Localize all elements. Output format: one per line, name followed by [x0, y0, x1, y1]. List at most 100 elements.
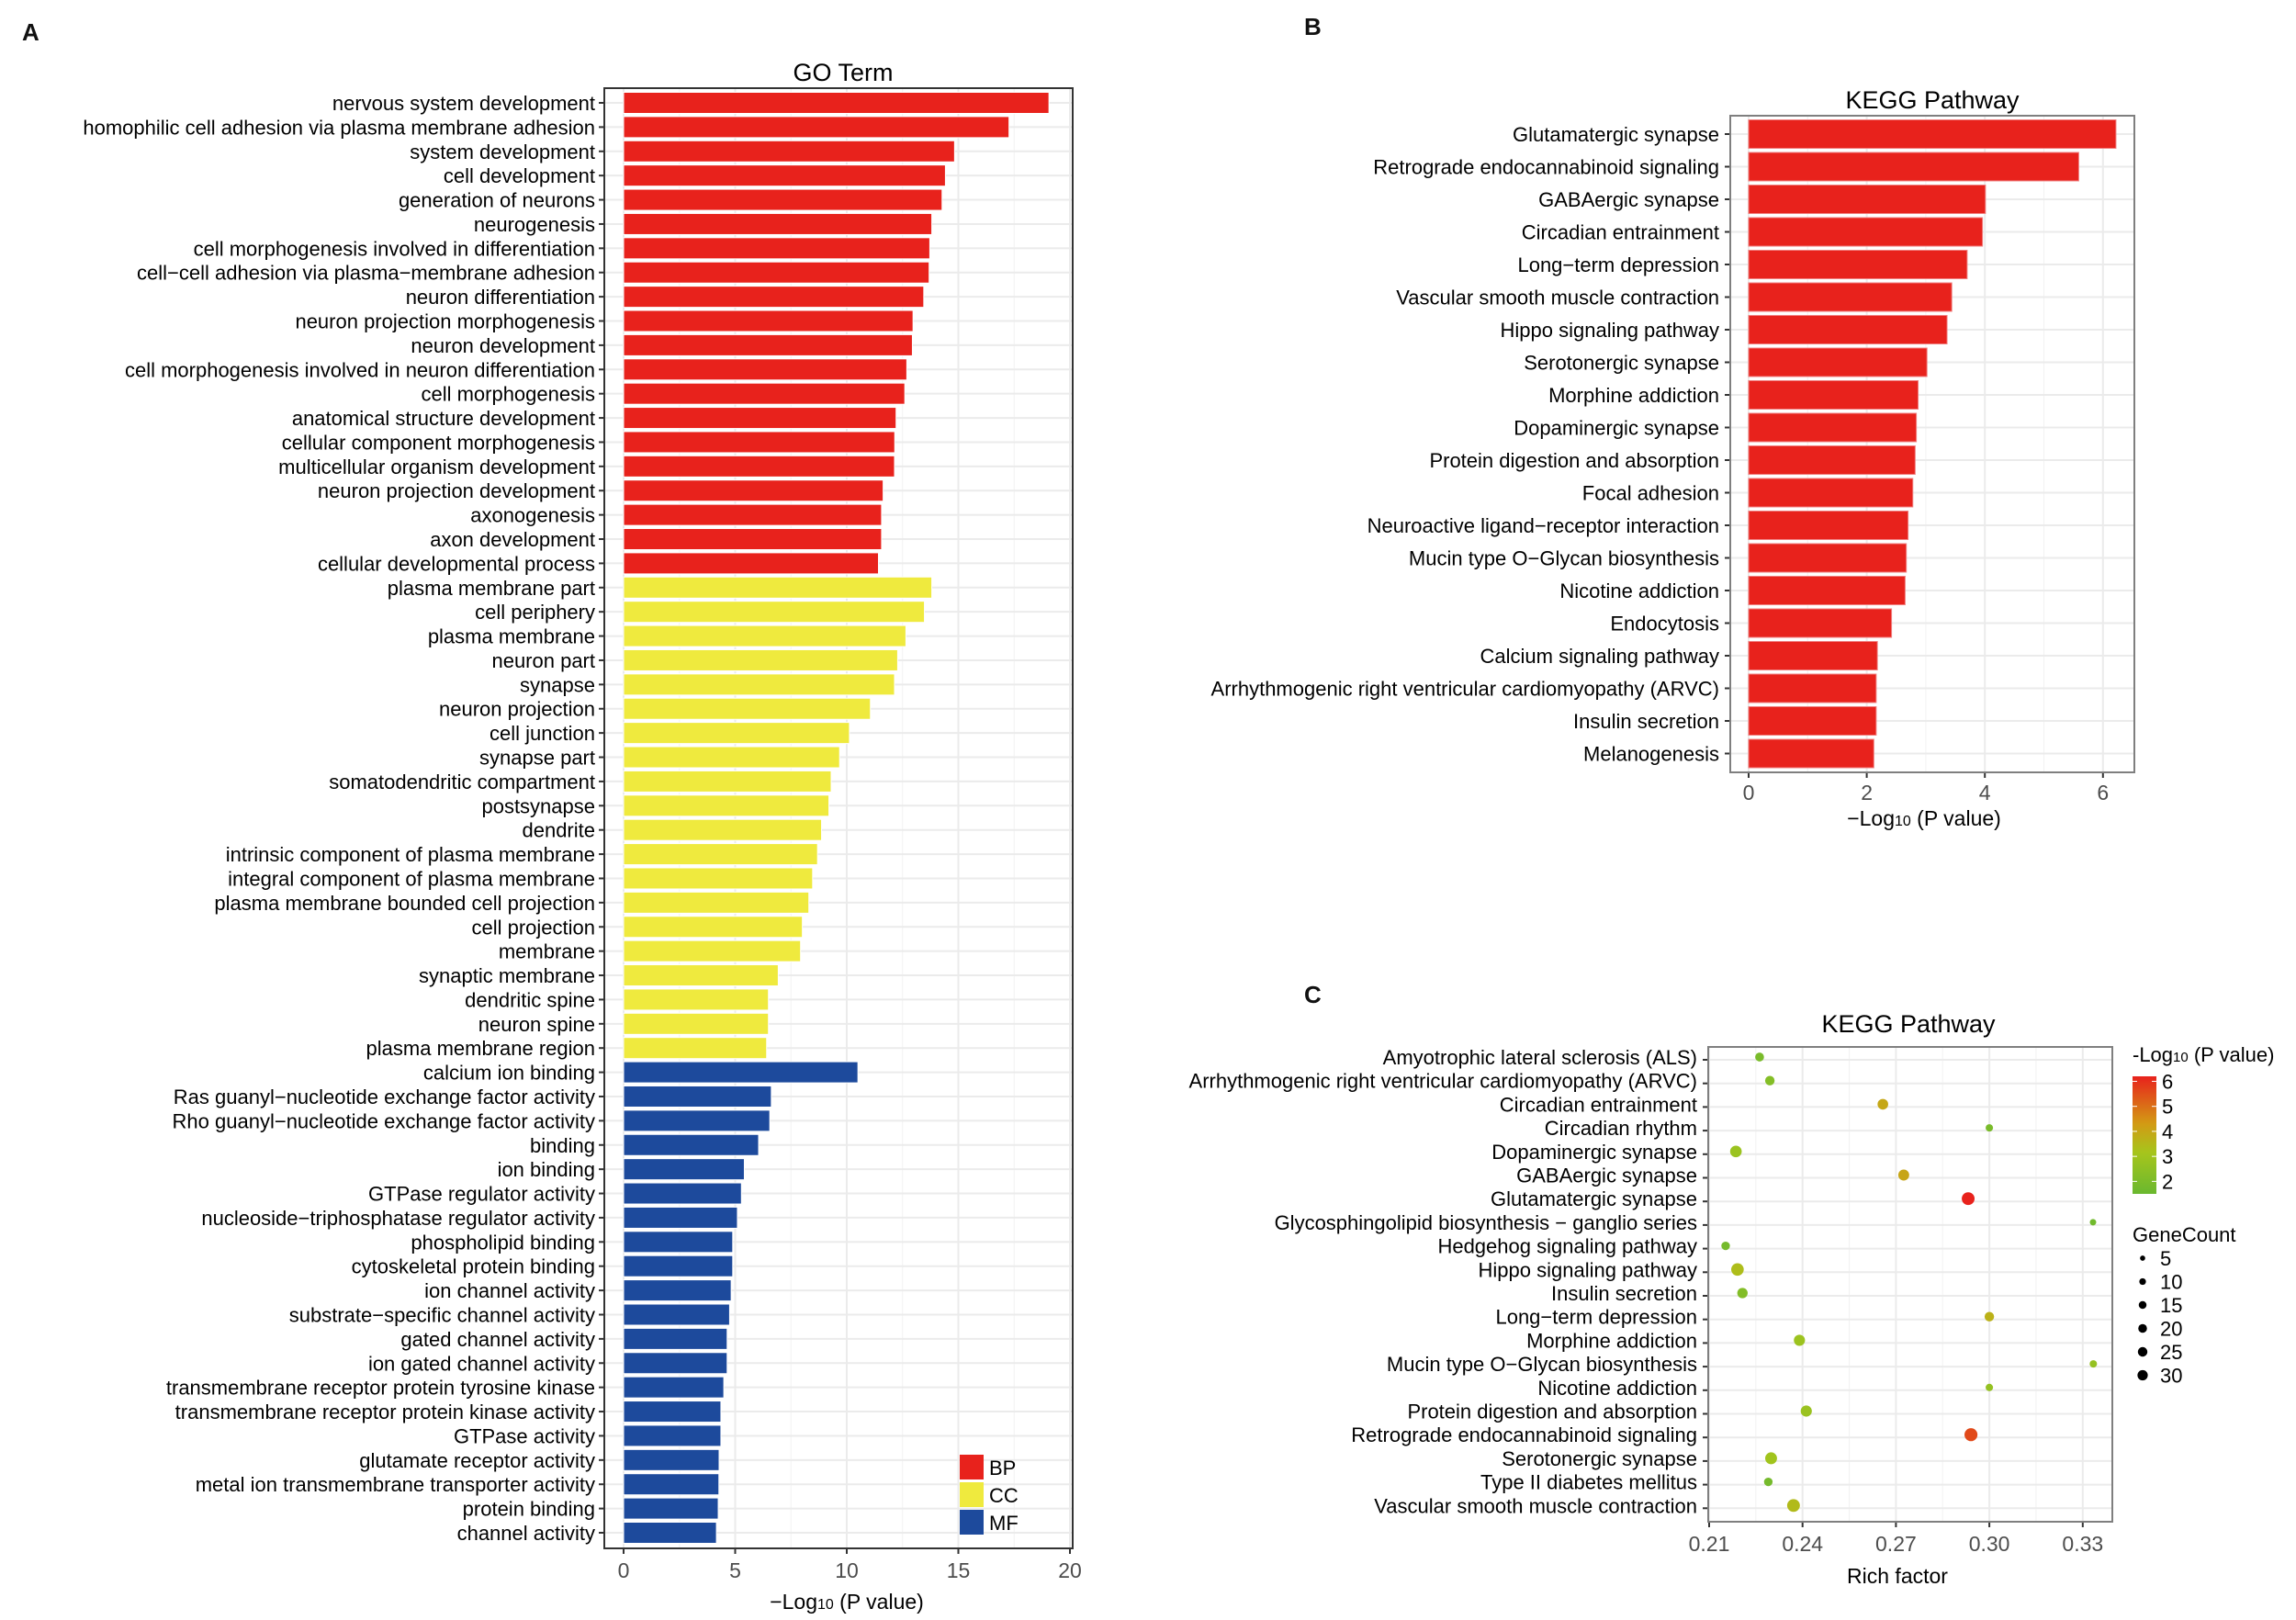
color-legend-tick-label: 3	[2162, 1145, 2173, 1168]
panel-b-plot-frame	[1729, 115, 2135, 773]
panel-a-category-label: transmembrane receptor protein kinase ac…	[175, 1401, 595, 1423]
panel-a-category-label: Rho guanyl−nucleotide exchange factor ac…	[173, 1109, 595, 1132]
panel-c-title: KEGG Pathway	[1821, 1010, 1996, 1038]
size-legend-label: 10	[2160, 1271, 2182, 1294]
panel-a-x-tick-labels: 0 5 10 15 20	[618, 1548, 1082, 1582]
panel-c-point	[1764, 1452, 1777, 1465]
panel-c-category-label: GABAergic synapse	[1516, 1164, 1697, 1187]
panel-a-bar-mf	[623, 1424, 722, 1447]
panel-b-category-label: Circadian entrainment	[1522, 221, 1719, 244]
panel-c-point	[1729, 1145, 1742, 1158]
panel-b-category-label: Dopaminergic synapse	[1514, 417, 1719, 440]
panel-c-point	[1986, 1383, 1994, 1391]
panel-b-xlabel-tail: (P value)	[1911, 806, 2001, 830]
panel-a-category-label: cellular component morphogenesis	[282, 431, 595, 454]
panel-a-bar-bp	[623, 116, 1010, 139]
panel-c-point	[1731, 1263, 1744, 1277]
panel-c-point	[1755, 1052, 1764, 1062]
color-legend-tick-label: 5	[2162, 1096, 2173, 1119]
panel-b-xlabel-main: −Log	[1847, 806, 1895, 830]
size-legend-dot	[2138, 1300, 2147, 1310]
panel-a-bar-cc	[623, 770, 832, 793]
panel-c-point	[1962, 1192, 1975, 1206]
panel-b-category-label: Calcium signaling pathway	[1480, 645, 1719, 668]
panel-c-size-legend-title: GeneCount	[2133, 1223, 2236, 1246]
panel-c-point	[1737, 1288, 1748, 1299]
panel-a-category-label: synapse part	[479, 747, 595, 770]
panel-a-bar-cc	[623, 746, 840, 769]
panel-a-category-label: anatomical structure development	[292, 407, 595, 430]
panel-c-point	[1800, 1405, 1812, 1417]
panel-c-point	[1786, 1499, 1800, 1513]
panel-a-bar-mf	[623, 1085, 772, 1108]
panel-a-category-label: multicellular organism development	[278, 456, 595, 478]
panel-a-xlabel-tail: (P value)	[834, 1590, 924, 1614]
color-legend-title-main: -Log	[2133, 1043, 2173, 1066]
panel-c-category-label: Serotonergic synapse	[1502, 1447, 1697, 1470]
size-legend-label: 20	[2160, 1318, 2182, 1341]
panel-a-category-label: nucleoside−triphosphatase regulator acti…	[201, 1207, 595, 1230]
size-legend-label: 25	[2160, 1341, 2182, 1364]
color-legend-tick-label: 2	[2162, 1170, 2173, 1193]
panel-a-category-label: system development	[410, 141, 595, 163]
panel-c-point	[2089, 1219, 2097, 1226]
panel-b-x-axis-title: −Log10 (P value)	[1847, 806, 2001, 830]
panel-b-bar	[1748, 119, 2117, 149]
panel-a-bar-bp	[623, 552, 880, 575]
panel-a-category-label: neuron projection	[439, 698, 595, 721]
panel-a-bar-bp	[623, 309, 914, 332]
panel-c-category-label: Hippo signaling pathway	[1479, 1258, 1698, 1281]
panel-b-category-labels: Glutamatergic synapse Retrograde endocann…	[1211, 123, 1730, 766]
panel-a-category-label: cell development	[444, 164, 595, 187]
panel-a-bar-mf	[623, 1376, 725, 1399]
panel-c-x-tick-labels: 0.21 0.24 0.27 0.30 0.33	[1689, 1522, 2103, 1556]
panel-a-bar-bp	[623, 237, 930, 260]
panel-c-points	[1721, 1052, 2098, 1513]
panel-a-category-label: neurogenesis	[474, 213, 595, 236]
panel-b-category-label: Nicotine addiction	[1559, 579, 1719, 602]
panel-a-category-label: ion gated channel activity	[368, 1352, 595, 1375]
panel-a-category-label: intrinsic component of plasma membrane	[226, 843, 595, 866]
panel-b-x-tick-label: 4	[1979, 781, 1991, 804]
panel-a-bar-bp	[623, 92, 1050, 114]
size-legend-label: 30	[2160, 1365, 2182, 1388]
panel-c-point	[1794, 1334, 1806, 1346]
panel-a-bar-mf	[623, 1109, 771, 1132]
panel-a-category-label: ion channel activity	[424, 1279, 595, 1302]
panel-b-kegg-bar-chart: B KEGG Pathway Glutamatergic synapse Retr…	[1211, 13, 2135, 830]
panel-c-category-label: Vascular smooth muscle contraction	[1374, 1494, 1697, 1517]
panel-b-bar	[1748, 380, 1919, 410]
panel-a-bar-mf	[623, 1279, 732, 1302]
panel-a-category-label: protein binding	[463, 1498, 595, 1521]
panel-a-bar-mf	[623, 1158, 745, 1181]
panel-a-category-label: calcium ion binding	[423, 1062, 595, 1085]
panel-b-bar	[1748, 673, 1877, 703]
panel-a-x-tick-label: 15	[947, 1558, 971, 1582]
panel-a-category-label: plasma membrane part	[388, 577, 595, 600]
legend-swatch-cc	[960, 1482, 984, 1507]
panel-a-category-label: GTPase regulator activity	[368, 1183, 595, 1206]
panel-a-bar-bp	[623, 382, 906, 405]
panel-a-category-label: synapse	[520, 673, 595, 696]
panel-a-category-label: plasma membrane	[428, 625, 595, 648]
panel-a-category-label: cytoskeletal protein binding	[352, 1255, 595, 1278]
panel-c-point	[1721, 1241, 1730, 1251]
panel-c-gridlines	[1708, 1047, 2112, 1522]
panel-a-bar-mf	[623, 1497, 719, 1520]
panel-c-x-tick-label: 0.27	[1875, 1532, 1917, 1556]
panel-b-x-tick-label: 2	[1861, 781, 1873, 804]
panel-b-bar	[1748, 250, 1968, 279]
panel-a-bar-bp	[623, 333, 913, 356]
panel-a-x-axis-title: −Log10 (P value)	[770, 1590, 924, 1614]
panel-a-category-label: cell projection	[471, 916, 595, 939]
panel-a-bar-cc	[623, 818, 823, 841]
panel-letter-b: B	[1304, 13, 1322, 40]
panel-a-category-label: homophilic cell adhesion via plasma memb…	[83, 116, 595, 139]
panel-a-bar-mf	[623, 1448, 720, 1471]
panel-a-bar-bp	[623, 358, 907, 381]
panel-a-category-label: cell−cell adhesion via plasma−membrane a…	[137, 262, 595, 285]
panel-a-bar-bp	[623, 455, 895, 478]
panel-a-category-label: membrane	[499, 940, 595, 963]
panel-a-category-label: dendrite	[522, 819, 595, 842]
